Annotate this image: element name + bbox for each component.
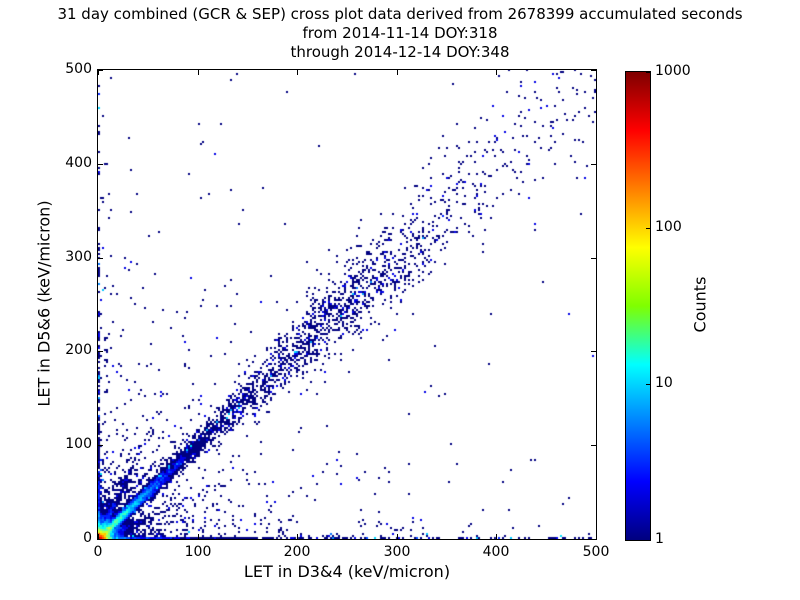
x-tick-label: 200 [283, 544, 311, 560]
colorbar [625, 71, 651, 541]
x-tick-top [97, 70, 99, 75]
y-tick-label: 200 [65, 342, 92, 358]
y-tick-right [591, 69, 596, 71]
x-tick-label: 500 [582, 544, 610, 560]
colorbar-gradient [626, 72, 650, 540]
figure-title-line2: from 2014-11-14 DOY:318 [302, 24, 498, 42]
y-tick-right [591, 163, 596, 165]
colorbar-tick-label: 100 [655, 219, 682, 235]
x-tick [396, 534, 398, 539]
colorbar-tick [646, 227, 650, 229]
y-tick [98, 257, 103, 259]
y-tick [98, 444, 103, 446]
plot-area [97, 69, 597, 540]
y-tick-label: 100 [65, 436, 92, 452]
colorbar-tick [646, 71, 650, 73]
colorbar-tick-label: 10 [655, 375, 673, 391]
y-tick-right [591, 257, 596, 259]
y-tick [98, 69, 103, 71]
y-axis-label: LET in D5&6 (keV/micron) [34, 200, 54, 407]
colorbar-tick [646, 539, 650, 541]
y-tick-right [591, 538, 596, 540]
x-tick-top [296, 70, 298, 75]
y-tick-right [591, 444, 596, 446]
x-tick-top [197, 70, 199, 75]
x-tick [197, 534, 199, 539]
y-tick-label: 400 [65, 155, 92, 171]
colorbar-tick-label: 1 [655, 531, 664, 547]
y-tick [98, 163, 103, 165]
x-tick [495, 534, 497, 539]
y-tick [98, 538, 103, 540]
x-tick [595, 534, 597, 539]
x-tick-label: 100 [184, 544, 212, 560]
x-tick-label: 400 [482, 544, 510, 560]
x-tick [97, 534, 99, 539]
x-axis-label: LET in D3&4 (keV/micron) [243, 562, 451, 581]
y-tick-label: 500 [65, 61, 92, 77]
figure-title: 31 day combined (GCR & SEP) cross plot d… [0, 5, 800, 62]
scatter-canvas [98, 70, 596, 539]
y-tick-label: 300 [65, 249, 92, 265]
x-tick-top [595, 70, 597, 75]
figure-title-line1: 31 day combined (GCR & SEP) cross plot d… [57, 5, 743, 23]
x-tick-label: 0 [93, 544, 103, 560]
y-tick-label: 0 [83, 530, 92, 546]
colorbar-label: Counts [690, 276, 710, 333]
colorbar-tick [646, 383, 650, 385]
y-tick [98, 350, 103, 352]
x-tick-top [396, 70, 398, 75]
colorbar-tick-label: 1000 [655, 63, 691, 79]
x-tick-top [495, 70, 497, 75]
y-tick-right [591, 350, 596, 352]
figure-title-line3: through 2014-12-14 DOY:348 [290, 43, 510, 61]
x-tick [296, 534, 298, 539]
x-tick-label: 300 [383, 544, 411, 560]
